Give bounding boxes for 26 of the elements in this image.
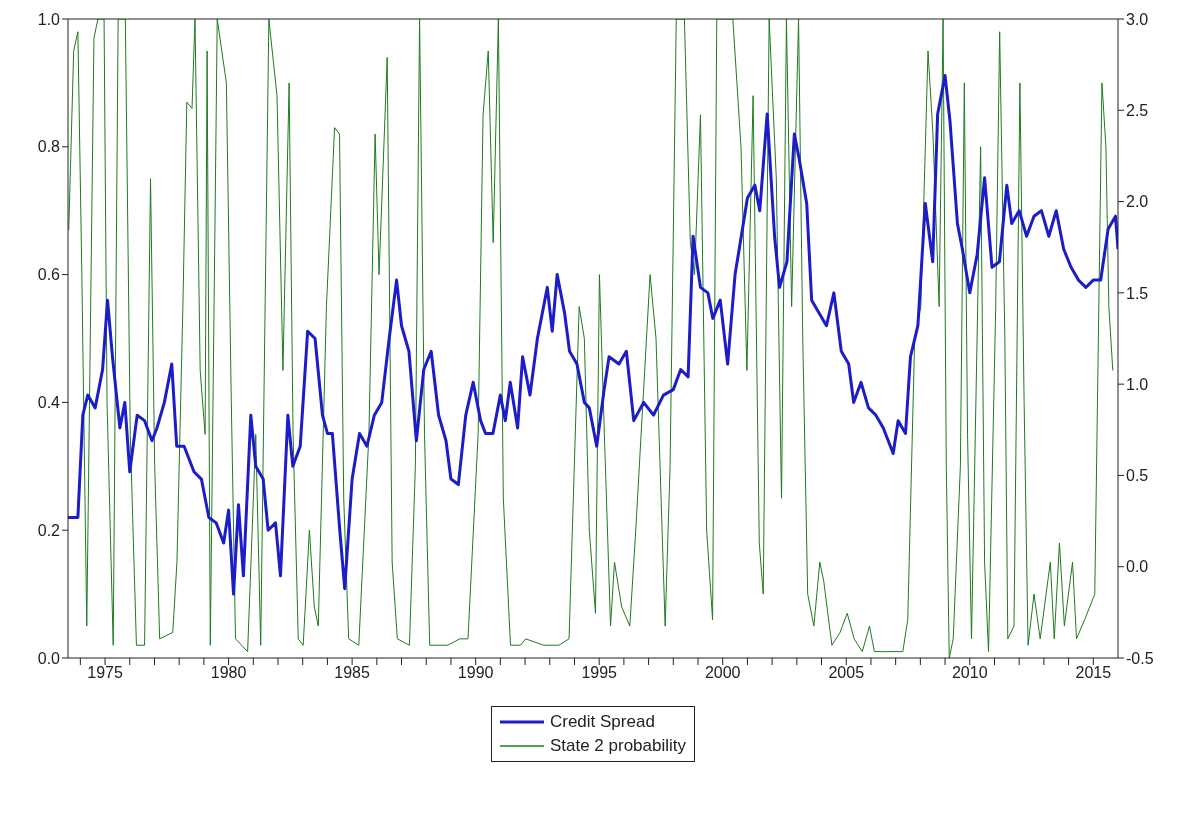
y2-tick-label: 3.0 [1126,10,1149,28]
y-tick-label: 0.0 [37,649,61,667]
y2-tick-label: 1.5 [1126,284,1149,302]
y-tick-label: 0.4 [37,394,61,412]
x-tick-label: 2000 [704,664,741,682]
legend-label: State 2 probability [549,736,687,756]
y2-tick-label: 1.0 [1126,375,1149,393]
y2-tick-label: 0.0 [1126,558,1149,576]
x-tick-label: 2015 [1075,664,1112,682]
x-tick-label: 1985 [334,664,371,682]
x-tick-label: 1995 [581,664,618,682]
y-tick-label: 0.2 [37,521,61,539]
y-tick-label: 0.6 [37,266,61,284]
line-series [68,74,1118,596]
x-tick-label: 1980 [210,664,247,682]
x-tick-label: 2005 [828,664,865,682]
x-tick-label: 1990 [457,664,494,682]
y-tick-label: 0.8 [37,138,61,156]
x-tick-label: 1975 [87,664,123,682]
legend-label: Credit Spread [549,712,655,732]
y2-tick-label: 2.0 [1126,193,1149,211]
y2-tick-label: 0.5 [1126,467,1149,485]
y-tick-label: 1.0 [37,10,61,28]
y2-tick-label: 2.5 [1126,101,1149,119]
y2-tick-label: -0.5 [1126,649,1154,667]
x-tick-label: 2010 [951,664,988,682]
